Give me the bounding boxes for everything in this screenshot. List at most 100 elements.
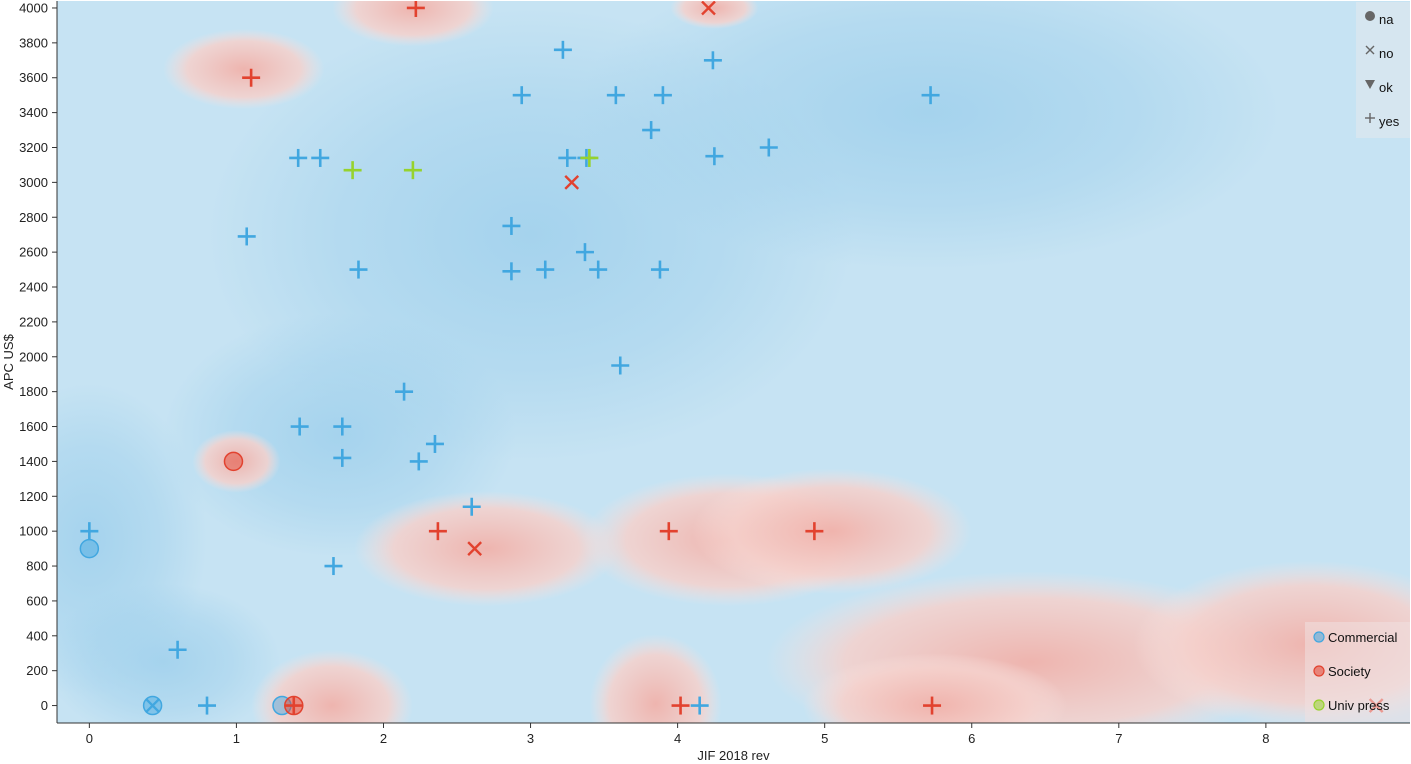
plus-marker — [324, 557, 343, 576]
plus-marker — [502, 262, 521, 281]
data-point — [553, 40, 572, 59]
color-swatch-icon — [1313, 665, 1325, 677]
data-point — [701, 1, 716, 16]
x-tick-label: 8 — [1262, 731, 1269, 746]
color-legend: Commercial Society Univ press — [1305, 622, 1410, 722]
plus-marker — [589, 260, 608, 279]
data-point — [467, 541, 483, 556]
plus-marker — [705, 147, 724, 166]
triangle-symbol-icon — [1365, 80, 1375, 89]
y-tick-label: 1800 — [19, 384, 48, 399]
data-point — [536, 260, 555, 279]
data-point — [80, 522, 99, 541]
x-axis-ticks: 0 1 2 3 4 5 6 7 8 — [86, 723, 1269, 746]
x-tick-label: 4 — [674, 731, 681, 746]
x-marker — [467, 541, 483, 556]
data-point — [343, 161, 362, 180]
shape-legend-label: no — [1379, 46, 1393, 61]
plus-marker — [690, 696, 709, 715]
color-legend-label: Univ press — [1328, 698, 1390, 713]
x-tick-label: 7 — [1115, 731, 1122, 746]
data-point — [79, 538, 100, 559]
color-swatch-icon — [1313, 631, 1325, 643]
data-points-layer — [79, 1, 1384, 716]
y-tick-label: 2800 — [19, 210, 48, 225]
data-point — [311, 148, 330, 167]
shape-legend-box — [1356, 2, 1410, 138]
plus-marker — [650, 260, 669, 279]
y-tick-label: 3200 — [19, 140, 48, 155]
plus-marker — [611, 356, 630, 375]
x-axis-title: JIF 2018 rev — [697, 748, 770, 763]
society-heat-region — [162, 28, 325, 110]
plus-marker — [284, 696, 303, 715]
shape-legend-label: na — [1379, 12, 1394, 27]
data-point — [289, 148, 308, 167]
shape-legend-label: yes — [1379, 114, 1400, 129]
y-axis-title: APC US$ — [1, 333, 16, 389]
shape-legend-item-no: no — [1365, 45, 1393, 61]
data-point — [168, 640, 187, 659]
plus-marker — [289, 148, 308, 167]
data-point — [349, 260, 368, 279]
data-point — [653, 86, 672, 105]
data-point — [650, 260, 669, 279]
plus-marker — [428, 522, 447, 541]
data-point — [223, 451, 244, 472]
plus-marker — [290, 417, 309, 436]
commercial-heat-region — [162, 313, 516, 558]
data-point — [705, 147, 724, 166]
data-point — [606, 86, 625, 105]
data-point — [759, 138, 778, 157]
data-point — [409, 452, 428, 471]
plus-marker — [333, 417, 352, 436]
shape-legend-label: ok — [1379, 80, 1393, 95]
data-point — [671, 696, 690, 715]
y-tick-label: 4000 — [19, 0, 48, 15]
data-point — [403, 161, 422, 180]
data-point — [589, 260, 608, 279]
color-legend-item: Commercial — [1313, 630, 1397, 645]
plus-marker — [333, 448, 352, 467]
data-point — [406, 1, 425, 17]
plus-marker — [703, 51, 722, 70]
y-tick-label: 1200 — [19, 489, 48, 504]
data-point — [290, 417, 309, 436]
plus-marker — [80, 522, 99, 541]
commercial-heat-region — [574, 1, 1281, 270]
data-point — [237, 227, 256, 246]
data-point — [512, 86, 531, 105]
plus-marker — [580, 148, 599, 167]
data-point — [690, 696, 709, 715]
data-point — [703, 51, 722, 70]
data-point — [923, 696, 942, 715]
data-point — [425, 434, 444, 453]
x-tick-label: 6 — [968, 731, 975, 746]
data-point — [580, 148, 599, 167]
plus-marker — [659, 522, 678, 541]
plus-marker — [311, 148, 330, 167]
data-point — [502, 216, 521, 235]
plus-marker — [349, 260, 368, 279]
y-tick-label: 600 — [26, 593, 48, 608]
plus-marker — [425, 434, 444, 453]
data-point — [395, 382, 414, 401]
y-tick-label: 0 — [41, 698, 48, 713]
y-tick-label: 800 — [26, 559, 48, 574]
data-point — [921, 86, 940, 105]
plus-marker — [462, 497, 481, 516]
x-symbol-icon — [1365, 45, 1375, 55]
y-tick-label: 1000 — [19, 524, 48, 539]
plus-marker — [642, 121, 661, 140]
plus-marker — [553, 40, 572, 59]
data-point — [642, 121, 661, 140]
plus-marker — [395, 382, 414, 401]
plus-marker — [343, 161, 362, 180]
x-marker — [701, 1, 716, 16]
data-point — [611, 356, 630, 375]
plus-marker — [168, 640, 187, 659]
plus-marker — [512, 86, 531, 105]
